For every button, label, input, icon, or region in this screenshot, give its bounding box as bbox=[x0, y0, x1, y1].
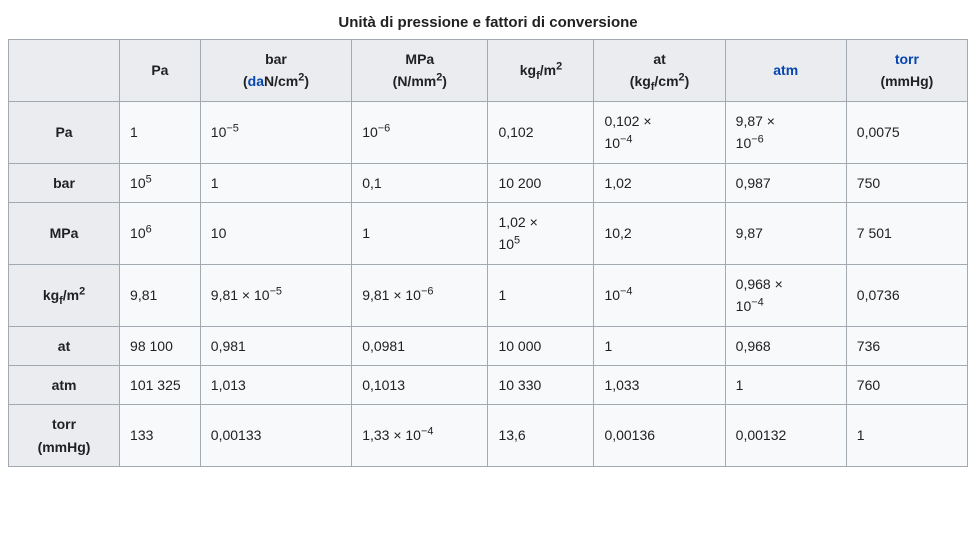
cell: 10 330 bbox=[488, 365, 594, 404]
cell: 10,2 bbox=[594, 202, 725, 264]
cell: 0,102 ×10−4 bbox=[594, 101, 725, 163]
cell: 1 bbox=[120, 101, 201, 163]
col-header: at(kgf/cm2) bbox=[594, 40, 725, 102]
cell: 1,033 bbox=[594, 365, 725, 404]
cell: 9,81 × 10−5 bbox=[200, 264, 351, 326]
row-header: MPa bbox=[9, 202, 120, 264]
row-header: at bbox=[9, 326, 120, 365]
cell: 0,00136 bbox=[594, 405, 725, 467]
cell: 1,02 ×105 bbox=[488, 202, 594, 264]
row-header: torr(mmHg) bbox=[9, 405, 120, 467]
cell: 9,81 × 10−6 bbox=[352, 264, 488, 326]
cell: 0,0981 bbox=[352, 326, 488, 365]
cell: 0,968 ×10−4 bbox=[725, 264, 846, 326]
row-header: bar bbox=[9, 163, 120, 202]
cell: 1 bbox=[846, 405, 967, 467]
cell: 7 501 bbox=[846, 202, 967, 264]
cell: 760 bbox=[846, 365, 967, 404]
cell: 101 325 bbox=[120, 365, 201, 404]
cell: 1 bbox=[725, 365, 846, 404]
cell: 0,981 bbox=[200, 326, 351, 365]
cell: 1 bbox=[200, 163, 351, 202]
table-body: Pa 1 10−5 10−6 0,102 0,102 ×10−4 9,87 ×1… bbox=[9, 101, 968, 466]
cell: 736 bbox=[846, 326, 967, 365]
col-header: kgf/m2 bbox=[488, 40, 594, 102]
cell: 106 bbox=[120, 202, 201, 264]
cell: 10 200 bbox=[488, 163, 594, 202]
cell: 10 bbox=[200, 202, 351, 264]
table-row: at 98 100 0,981 0,0981 10 000 1 0,968 73… bbox=[9, 326, 968, 365]
col-header: Pa bbox=[120, 40, 201, 102]
cell: 0,00132 bbox=[725, 405, 846, 467]
col-header: bar(daN/cm2) bbox=[200, 40, 351, 102]
table-row: Pa 1 10−5 10−6 0,102 0,102 ×10−4 9,87 ×1… bbox=[9, 101, 968, 163]
cell: 0,00133 bbox=[200, 405, 351, 467]
col-header: atm bbox=[725, 40, 846, 102]
cell: 0,1 bbox=[352, 163, 488, 202]
cell: 10−6 bbox=[352, 101, 488, 163]
header-row: Pa bar(daN/cm2) MPa(N/mm2) kgf/m2 at(kgf… bbox=[9, 40, 968, 102]
col-header: MPa(N/mm2) bbox=[352, 40, 488, 102]
row-header: atm bbox=[9, 365, 120, 404]
cell: 10 000 bbox=[488, 326, 594, 365]
cell: 1,02 bbox=[594, 163, 725, 202]
cell: 0,0075 bbox=[846, 101, 967, 163]
cell: 1 bbox=[352, 202, 488, 264]
table-row: torr(mmHg) 133 0,00133 1,33 × 10−4 13,6 … bbox=[9, 405, 968, 467]
cell: 1,013 bbox=[200, 365, 351, 404]
row-header: Pa bbox=[9, 101, 120, 163]
cell: 0,0736 bbox=[846, 264, 967, 326]
conversion-table: Unità di pressione e fattori di conversi… bbox=[8, 8, 968, 467]
cell: 98 100 bbox=[120, 326, 201, 365]
table-row: atm 101 325 1,013 0,1013 10 330 1,033 1 … bbox=[9, 365, 968, 404]
cell: 133 bbox=[120, 405, 201, 467]
cell: 13,6 bbox=[488, 405, 594, 467]
col-header bbox=[9, 40, 120, 102]
cell: 9,81 bbox=[120, 264, 201, 326]
cell: 1 bbox=[488, 264, 594, 326]
col-header: torr(mmHg) bbox=[846, 40, 967, 102]
cell: 1,33 × 10−4 bbox=[352, 405, 488, 467]
cell: 0,987 bbox=[725, 163, 846, 202]
cell: 0,1013 bbox=[352, 365, 488, 404]
cell: 10−4 bbox=[594, 264, 725, 326]
table-head: Pa bar(daN/cm2) MPa(N/mm2) kgf/m2 at(kgf… bbox=[9, 40, 968, 102]
cell: 105 bbox=[120, 163, 201, 202]
cell: 9,87 bbox=[725, 202, 846, 264]
table-row: MPa 106 10 1 1,02 ×105 10,2 9,87 7 501 bbox=[9, 202, 968, 264]
cell: 0,968 bbox=[725, 326, 846, 365]
cell: 9,87 ×10−6 bbox=[725, 101, 846, 163]
table-row: kgf/m2 9,81 9,81 × 10−5 9,81 × 10−6 1 10… bbox=[9, 264, 968, 326]
cell: 0,102 bbox=[488, 101, 594, 163]
cell: 1 bbox=[594, 326, 725, 365]
cell: 10−5 bbox=[200, 101, 351, 163]
row-header: kgf/m2 bbox=[9, 264, 120, 326]
table-caption: Unità di pressione e fattori di conversi… bbox=[8, 8, 968, 39]
cell: 750 bbox=[846, 163, 967, 202]
table-row: bar 105 1 0,1 10 200 1,02 0,987 750 bbox=[9, 163, 968, 202]
